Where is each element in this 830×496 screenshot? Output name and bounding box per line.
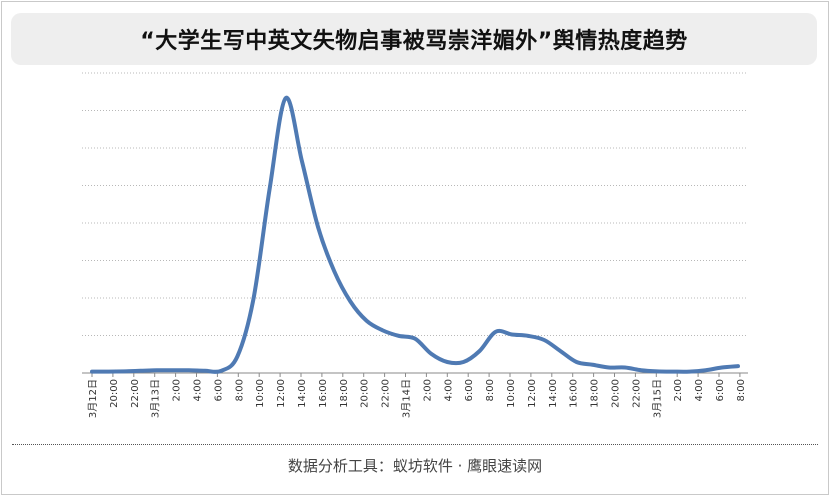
- x-tick-label: 6:00: [715, 379, 726, 401]
- x-tick-label: 6:00: [464, 379, 475, 401]
- x-tick-label: 4:00: [193, 379, 204, 401]
- x-tick-label: 20:00: [611, 379, 622, 408]
- footer-source: 数据分析工具：蚁坊软件 · 鹰眼速读网: [287, 457, 543, 475]
- x-tick-label: 3月13日: [150, 379, 162, 418]
- x-tick-label: 22:00: [381, 379, 392, 408]
- x-tick-label: 12:00: [527, 379, 538, 408]
- x-tick-label: 2:00: [673, 379, 684, 401]
- series-line: [90, 95, 740, 374]
- x-tick-label: 20:00: [109, 379, 120, 408]
- x-tick-label: 8:00: [485, 379, 496, 401]
- x-tick-label: 18:00: [339, 379, 350, 408]
- x-tick-label: 8:00: [736, 379, 747, 401]
- x-tick-label: 14:00: [297, 379, 308, 408]
- x-tick-label: 2:00: [422, 379, 433, 401]
- chart-title: “大学生写中英文失物启事被骂崇洋媚外”舆情热度趋势: [140, 29, 688, 54]
- x-tick-label: 18:00: [590, 379, 601, 408]
- x-tick-label: 12:00: [276, 379, 287, 408]
- x-tick-label: 14:00: [548, 379, 559, 408]
- footer-divider: [12, 444, 818, 445]
- x-tick-label: 6:00: [213, 379, 224, 401]
- x-tick-label: 10:00: [506, 379, 517, 408]
- x-tick-label: 4:00: [694, 379, 705, 401]
- x-tick-label: 3月12日: [87, 379, 99, 418]
- x-tick-label: 22:00: [631, 379, 642, 408]
- x-tick-label: 16:00: [318, 379, 329, 408]
- x-tick-label: 8:00: [234, 379, 245, 401]
- title-bar: “大学生写中英文失物启事被骂崇洋媚外”舆情热度趋势: [11, 13, 817, 65]
- x-tick-label: 20:00: [360, 379, 371, 408]
- x-tick-label: 16:00: [569, 379, 580, 408]
- x-tick-label: 22:00: [130, 379, 141, 408]
- x-tick-label: 10:00: [255, 379, 266, 408]
- x-tick-label: 2:00: [172, 379, 183, 401]
- x-tick-label: 4:00: [443, 379, 454, 401]
- x-tick-label: 3月15日: [651, 379, 663, 418]
- x-tick-label: 3月14日: [401, 379, 413, 418]
